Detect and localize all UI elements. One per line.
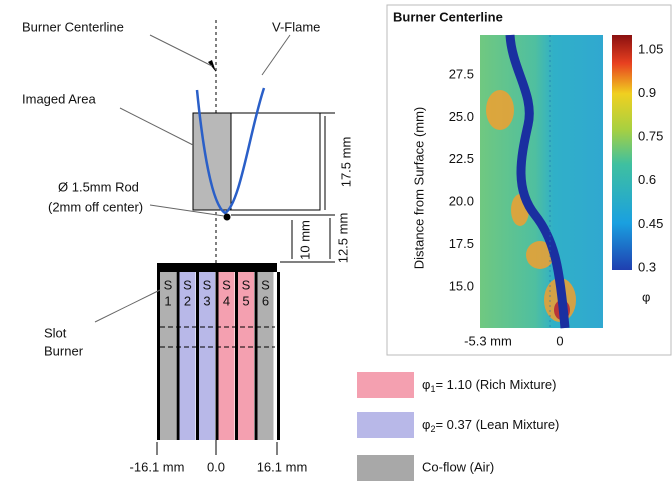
label: (2mm off center) <box>48 199 143 214</box>
leader <box>95 290 160 322</box>
map-title: Burner Centerline <box>393 9 503 24</box>
region <box>486 90 514 130</box>
legend-text: φ1= 1.10 (Rich Mixture) <box>422 377 556 394</box>
dimension: 17.5 mm <box>338 137 353 188</box>
colorbar-tick-label: 0.75 <box>638 129 663 144</box>
slot-wall <box>196 272 199 440</box>
text: = 0.37 (Lean Mixture) <box>435 417 559 432</box>
label: Burner <box>44 343 84 358</box>
y-tick-label: 22.5 <box>449 151 474 166</box>
slot-wall <box>216 272 219 440</box>
burner-top <box>157 263 277 272</box>
position-arrows <box>157 442 277 455</box>
colorbar-tick-label: 0.9 <box>638 85 656 100</box>
slot-wall <box>177 272 180 440</box>
y-tick-label: 15.0 <box>449 278 474 293</box>
map-panel: Burner Centerline Distance from Surface … <box>387 5 671 355</box>
label: Burner Centerline <box>22 19 124 34</box>
legend: φ1= 1.10 (Rich Mixture) φ2= 0.37 (Lean M… <box>357 372 559 481</box>
slot-number: 2 <box>184 293 191 308</box>
label: Imaged Area <box>22 91 96 106</box>
slot-letter: S <box>203 277 212 292</box>
imaged-area <box>193 113 231 210</box>
slot-wall <box>157 272 160 440</box>
slot-letter: S <box>183 277 192 292</box>
leader <box>120 108 193 145</box>
legend-text: φ2= 0.37 (Lean Mixture) <box>422 417 559 434</box>
slot-number: 3 <box>203 293 210 308</box>
legend-swatch <box>357 412 414 438</box>
symbol: φ <box>422 417 430 432</box>
map-image <box>480 35 603 328</box>
slot-letter: S <box>222 277 231 292</box>
y-axis-label: Distance from Surface (mm) <box>411 107 426 270</box>
label: Ø 1.5mm Rod <box>58 179 139 194</box>
label: Slot <box>44 325 67 340</box>
slot-number: 6 <box>262 293 269 308</box>
label: V-Flame <box>272 19 320 34</box>
leader <box>150 35 212 66</box>
y-tick-label: 27.5 <box>449 66 474 81</box>
dimension: 10 mm <box>297 220 312 260</box>
slot-wall <box>277 272 280 440</box>
slot-wall <box>255 272 258 440</box>
colorbar <box>612 35 632 270</box>
slot-wall <box>235 272 238 440</box>
y-tick-label: 25.0 <box>449 109 474 124</box>
colorbar-tick-label: 0.45 <box>638 216 663 231</box>
dimension: 12.5 mm <box>335 213 350 264</box>
slot-number: 5 <box>242 293 249 308</box>
y-tick-label: 20.0 <box>449 194 474 209</box>
position: 0.0 <box>207 459 225 474</box>
position: -16.1 mm <box>130 459 185 474</box>
symbol: φ <box>422 377 430 392</box>
legend-swatch <box>357 455 414 481</box>
x-tick-label: 0 <box>556 333 563 348</box>
rod <box>224 214 231 221</box>
colorbar-tick-label: 1.05 <box>638 41 663 56</box>
y-tick-label: 17.5 <box>449 236 474 251</box>
colorbar-tick-label: 0.6 <box>638 172 656 187</box>
legend-swatch <box>357 372 414 398</box>
colorbar-tick-label: 0.3 <box>638 259 656 274</box>
x-tick-label: -5.3 mm <box>464 333 512 348</box>
slot-letter: S <box>261 277 270 292</box>
page: {"left": {"centerline_label": "Burner Ce… <box>0 0 672 486</box>
slot-letter: S <box>242 277 251 292</box>
slot-letter: S <box>164 277 173 292</box>
legend-text: Co-flow (Air) <box>422 459 494 474</box>
text: = 1.10 (Rich Mixture) <box>435 377 556 392</box>
position: 16.1 mm <box>257 459 308 474</box>
slot-number: 4 <box>223 293 230 308</box>
colorbar-label: φ <box>642 289 650 304</box>
figure: S1S2S3S4S5S6 Burner Centerline V-Flame I… <box>0 0 672 486</box>
leader <box>262 35 290 75</box>
slot-number: 1 <box>164 293 171 308</box>
